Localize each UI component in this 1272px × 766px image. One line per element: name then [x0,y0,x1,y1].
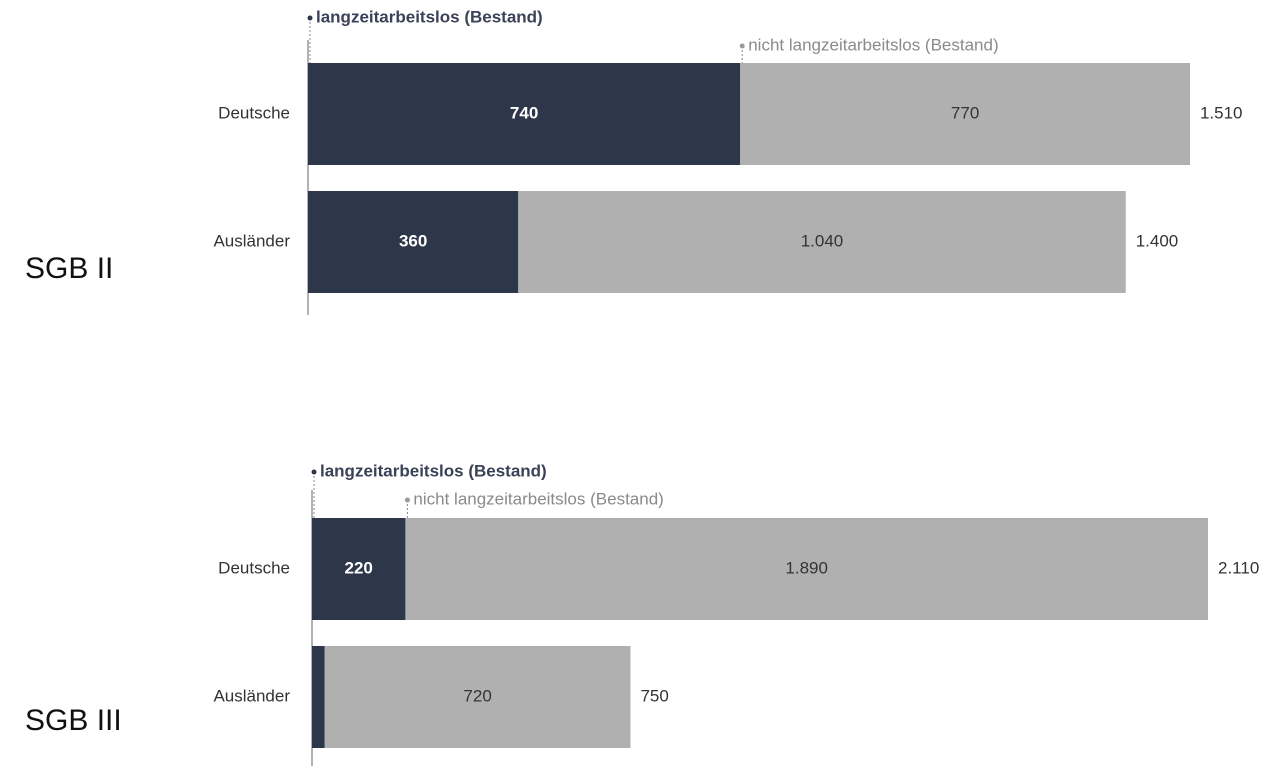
bar-segment [308,191,519,293]
legend-dot [404,497,410,503]
total-label: 2.110 [1218,558,1259,577]
value-label: 360 [399,231,427,250]
legend-label: langzeitarbeitslos (Bestand) [316,7,543,26]
total-label: 1.510 [1200,103,1243,122]
legend-dot [307,15,313,21]
category-label: Ausländer [213,686,290,705]
value-label: 220 [345,558,373,577]
bar-segment [308,63,741,165]
group-label: SGB III [25,704,122,737]
bar-segment [312,518,406,620]
value-label: 1.890 [785,558,828,577]
value-label: 1.040 [801,231,844,250]
legend-label: langzeitarbeitslos (Bestand) [320,461,547,480]
value-label: 740 [510,103,538,122]
group-label: SGB II [25,252,113,285]
bar-segment [518,191,1126,293]
legend-label: nicht langzeitarbeitslos (Bestand) [748,35,998,54]
legend-label: nicht langzeitarbeitslos (Bestand) [413,489,663,508]
bar-segment [312,646,325,748]
total-label: 750 [640,686,668,705]
legend-dot [739,43,745,49]
bar-segment [740,63,1190,165]
total-label: 1.400 [1136,231,1179,250]
value-label: 720 [463,686,491,705]
value-label: 770 [951,103,979,122]
category-label: Deutsche [218,103,290,122]
legend-dot [311,469,317,475]
bar-segment [324,646,631,748]
bar-segment [405,518,1208,620]
category-label: Deutsche [218,558,290,577]
category-label: Ausländer [213,231,290,250]
